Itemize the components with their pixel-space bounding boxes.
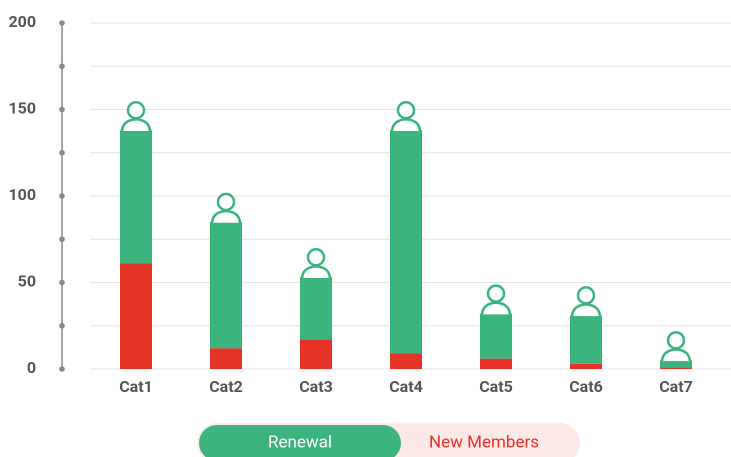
y-tick-label: 200 — [8, 12, 36, 31]
bar-segment — [390, 353, 422, 369]
person-head — [306, 248, 326, 267]
person-icon — [210, 192, 242, 226]
person-icon — [570, 286, 602, 319]
y-tick-label: 0 — [27, 358, 36, 377]
x-tick-label: Cat1 — [119, 377, 153, 396]
x-tick-label: Cat3 — [299, 377, 333, 396]
bar-segment — [570, 315, 602, 364]
x-tick-label: Cat7 — [659, 377, 693, 396]
bar-segment — [570, 363, 602, 369]
person-body — [660, 348, 692, 364]
x-tick-label: Cat5 — [479, 377, 513, 396]
person-head — [396, 101, 416, 120]
person-body — [210, 209, 242, 226]
x-tick-label: Cat4 — [389, 377, 423, 396]
y-tick-label: 100 — [8, 185, 36, 204]
person-icon — [300, 248, 332, 281]
bar-segment — [300, 339, 332, 369]
tick-dot — [59, 193, 65, 199]
tick-dot — [59, 236, 65, 243]
person-body — [300, 265, 332, 281]
tick-dot — [59, 106, 65, 113]
legend-label[interactable]: Renewal — [268, 432, 332, 452]
tick-dot — [59, 149, 65, 156]
bar-segment — [210, 348, 242, 369]
bar-segment — [660, 367, 692, 369]
bar-segment — [120, 130, 152, 264]
person-body — [390, 118, 422, 134]
person-body — [480, 301, 512, 317]
bar-segment — [390, 130, 422, 354]
bar-segment — [480, 313, 512, 359]
tick-dot — [59, 366, 65, 372]
x-tick-label: Cat2 — [209, 377, 243, 396]
tick-dot — [59, 63, 65, 70]
person-icon — [480, 284, 512, 317]
bar-segment — [660, 360, 692, 368]
y-tick-label: 50 — [18, 272, 36, 291]
bar-segment — [300, 277, 332, 340]
person-head — [486, 284, 506, 303]
bar-segment — [210, 221, 242, 349]
person-body — [120, 118, 152, 134]
person-icon — [390, 101, 422, 134]
person-head — [576, 286, 596, 305]
person-head — [666, 331, 686, 350]
bar-segment — [480, 358, 512, 369]
tick-dot — [59, 279, 65, 286]
legend-pill-active[interactable] — [199, 425, 401, 457]
person-body — [570, 303, 602, 319]
person-icon — [120, 101, 152, 134]
person-icon — [660, 331, 692, 364]
plot — [120, 101, 692, 369]
legend-label[interactable]: New Members — [429, 432, 539, 452]
bar-segment — [120, 263, 152, 369]
person-head — [126, 101, 146, 120]
person-head — [216, 192, 236, 212]
x-tick-label: Cat6 — [569, 377, 603, 396]
tick-dot — [59, 322, 65, 329]
tick-dot — [59, 20, 65, 26]
y-tick-label: 150 — [8, 99, 36, 118]
